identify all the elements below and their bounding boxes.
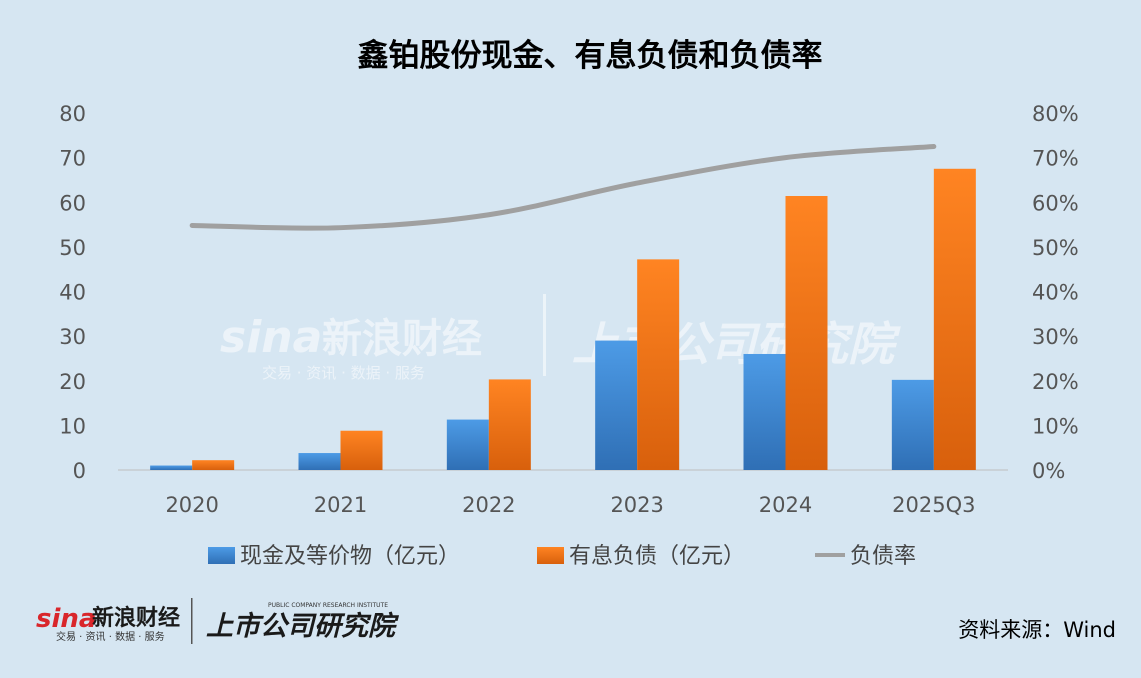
y-right-tick-label: 80%	[1032, 102, 1079, 126]
x-category-label: 2022	[462, 493, 515, 517]
y-left-tick-label: 40	[59, 281, 86, 305]
y-axis-right: 0% 10% 20% 30% 40% 50% 60% 70% 80%	[1032, 102, 1079, 483]
line-series-group	[189, 143, 937, 231]
watermark-divider	[543, 294, 546, 376]
legend-swatch-debt	[537, 547, 564, 564]
y-right-tick-label: 10%	[1032, 414, 1079, 438]
bar-debt	[785, 196, 828, 470]
y-left-tick-label: 80	[59, 102, 86, 126]
bar-debt	[192, 460, 235, 470]
x-category-label: 2020	[165, 493, 218, 517]
y-right-tick-label: 30%	[1032, 325, 1079, 349]
y-right-tick-label: 40%	[1032, 281, 1079, 305]
bar-cash	[891, 379, 934, 470]
y-left-tick-label: 10	[59, 414, 86, 438]
bottom-logo: sina 新浪财经 交易 · 资讯 · 数据 · 服务 上市公司研究院 PUBL…	[36, 598, 400, 644]
y-axis-left: 0 10 20 30 40 50 60 70 80	[59, 102, 86, 483]
y-left-tick-label: 0	[73, 459, 86, 483]
y-right-tick-label: 60%	[1032, 191, 1079, 215]
institute-logo: 上市公司研究院	[206, 611, 400, 642]
y-right-tick-label: 50%	[1032, 236, 1079, 260]
watermark-brand: 新浪财经	[322, 316, 482, 362]
bar-cash	[298, 453, 341, 470]
bar-debt	[488, 379, 531, 470]
source-text: 资料来源：Wind	[958, 618, 1116, 642]
x-axis-categories: 2020 2021 2022 2023 2024 2025Q3	[165, 493, 975, 517]
sina-brand: 新浪财经	[92, 605, 180, 631]
bar-debt	[637, 259, 680, 470]
legend-swatch-cash	[208, 547, 235, 564]
x-category-label: 2021	[314, 493, 367, 517]
bar-debt	[933, 168, 976, 470]
y-left-tick-label: 30	[59, 325, 86, 349]
chart-title: 鑫铂股份现金、有息负债和负债率	[358, 38, 823, 74]
legend-label-debt: 有息负债（亿元）	[569, 544, 745, 569]
y-left-tick-label: 70	[59, 147, 86, 171]
sina-logo: sina	[36, 604, 96, 634]
legend: 现金及等价物（亿元） 有息负债（亿元） 负债率	[208, 544, 916, 569]
y-left-tick-label: 50	[59, 236, 86, 260]
y-left-tick-label: 60	[59, 191, 86, 215]
legend-label-cash: 现金及等价物（亿元）	[240, 544, 460, 569]
bars-group	[150, 168, 976, 470]
sina-subtext: 交易 · 资讯 · 数据 · 服务	[56, 630, 165, 643]
y-left-tick-label: 20	[59, 370, 86, 394]
watermark-subtext: 交易 · 资讯 · 数据 · 服务	[262, 364, 425, 382]
bar-cash	[150, 465, 193, 470]
y-right-tick-label: 0%	[1032, 459, 1065, 483]
y-right-tick-label: 20%	[1032, 370, 1079, 394]
bar-debt	[340, 430, 383, 470]
x-category-label: 2025Q3	[892, 493, 975, 517]
bar-cash	[446, 419, 489, 470]
legend-label-ratio: 负债率	[850, 544, 916, 569]
bar-cash	[595, 340, 638, 470]
x-category-label: 2024	[759, 493, 812, 517]
bar-cash	[743, 353, 786, 470]
y-right-tick-label: 70%	[1032, 147, 1079, 171]
institute-en: PUBLIC COMPANY RESEARCH INSTITUTE	[268, 602, 388, 609]
x-category-label: 2023	[610, 493, 663, 517]
line-debt-ratio	[189, 143, 937, 231]
logo-divider	[191, 598, 193, 644]
watermark-sina-logo: sina	[220, 312, 322, 363]
